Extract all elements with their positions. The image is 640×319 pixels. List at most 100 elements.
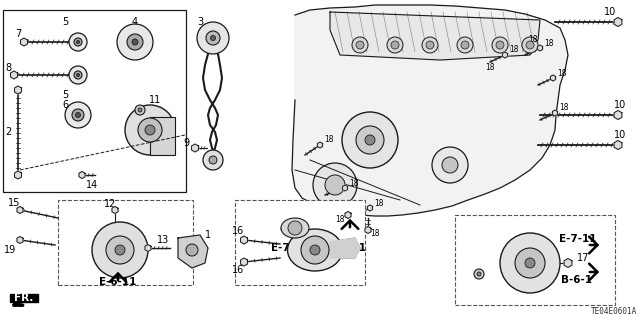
Text: 1: 1 <box>205 230 211 240</box>
Text: 13: 13 <box>157 235 169 245</box>
Polygon shape <box>538 45 543 51</box>
Circle shape <box>356 126 384 154</box>
Bar <box>3 10 186 192</box>
Circle shape <box>288 221 302 235</box>
Circle shape <box>65 102 91 128</box>
Polygon shape <box>550 75 556 81</box>
Circle shape <box>203 150 223 170</box>
Text: 15: 15 <box>8 198 20 208</box>
Circle shape <box>422 37 438 53</box>
Circle shape <box>477 272 481 276</box>
Text: 6: 6 <box>62 100 68 110</box>
Circle shape <box>492 37 508 53</box>
Circle shape <box>69 33 87 51</box>
Circle shape <box>77 41 79 43</box>
Circle shape <box>92 222 148 278</box>
Text: 18: 18 <box>374 198 384 207</box>
Polygon shape <box>502 52 508 58</box>
Circle shape <box>115 245 125 255</box>
Circle shape <box>206 31 220 45</box>
Circle shape <box>127 34 143 50</box>
Circle shape <box>325 175 345 195</box>
Polygon shape <box>79 172 85 179</box>
Polygon shape <box>365 226 371 234</box>
Polygon shape <box>112 206 118 213</box>
Circle shape <box>145 125 155 135</box>
Text: 18: 18 <box>349 179 359 188</box>
Circle shape <box>461 41 469 49</box>
Circle shape <box>356 41 364 49</box>
Polygon shape <box>17 236 23 243</box>
Polygon shape <box>20 38 28 46</box>
Circle shape <box>197 22 229 54</box>
Circle shape <box>310 245 320 255</box>
Text: E-7-12: E-7-12 <box>271 243 308 253</box>
Circle shape <box>138 108 142 112</box>
Text: 12: 12 <box>104 199 116 209</box>
Text: B-6-1: B-6-1 <box>335 243 365 253</box>
Text: 8: 8 <box>5 63 11 73</box>
Polygon shape <box>10 294 38 302</box>
Text: 16: 16 <box>232 265 244 275</box>
Circle shape <box>526 41 534 49</box>
Text: 18: 18 <box>485 63 495 72</box>
Text: 18: 18 <box>557 69 567 78</box>
Polygon shape <box>564 258 572 268</box>
Circle shape <box>106 236 134 264</box>
Circle shape <box>496 41 504 49</box>
Circle shape <box>125 105 175 155</box>
Circle shape <box>209 156 217 164</box>
Circle shape <box>301 236 329 264</box>
Circle shape <box>186 244 198 256</box>
Polygon shape <box>614 140 622 150</box>
Circle shape <box>135 105 145 115</box>
Circle shape <box>77 73 79 77</box>
Polygon shape <box>345 211 351 219</box>
Circle shape <box>387 37 403 53</box>
Circle shape <box>365 135 375 145</box>
Circle shape <box>342 112 398 168</box>
Ellipse shape <box>287 229 342 271</box>
Text: 3: 3 <box>197 17 203 27</box>
Circle shape <box>72 109 84 121</box>
Circle shape <box>117 24 153 60</box>
Text: 4: 4 <box>132 17 138 27</box>
Circle shape <box>74 71 82 79</box>
Text: TE04E0601A: TE04E0601A <box>591 307 637 316</box>
Polygon shape <box>15 86 22 94</box>
Text: 17: 17 <box>577 253 589 263</box>
Text: 5: 5 <box>62 90 68 100</box>
Polygon shape <box>367 205 372 211</box>
Circle shape <box>132 39 138 45</box>
Text: 19: 19 <box>4 245 16 255</box>
Polygon shape <box>241 258 248 266</box>
Circle shape <box>525 258 535 268</box>
Polygon shape <box>292 5 568 216</box>
Circle shape <box>391 41 399 49</box>
Polygon shape <box>330 238 360 258</box>
Circle shape <box>457 37 473 53</box>
Polygon shape <box>552 110 557 116</box>
Circle shape <box>352 37 368 53</box>
Bar <box>58 200 193 285</box>
Text: E-7-11: E-7-11 <box>559 234 596 244</box>
Text: 16: 16 <box>232 226 244 236</box>
Circle shape <box>69 66 87 84</box>
Polygon shape <box>145 244 151 251</box>
Polygon shape <box>317 142 323 148</box>
Polygon shape <box>17 206 23 213</box>
Polygon shape <box>330 12 540 60</box>
Polygon shape <box>614 18 622 26</box>
Text: 9: 9 <box>183 138 189 148</box>
Polygon shape <box>10 71 17 79</box>
Polygon shape <box>178 235 208 268</box>
Text: 10: 10 <box>614 100 626 110</box>
Text: 10: 10 <box>614 130 626 140</box>
Text: FR.: FR. <box>14 293 34 303</box>
Ellipse shape <box>281 218 309 238</box>
Circle shape <box>522 37 538 53</box>
Circle shape <box>442 157 458 173</box>
Text: 18: 18 <box>544 39 554 48</box>
Text: 10: 10 <box>604 7 616 17</box>
Circle shape <box>138 118 162 142</box>
